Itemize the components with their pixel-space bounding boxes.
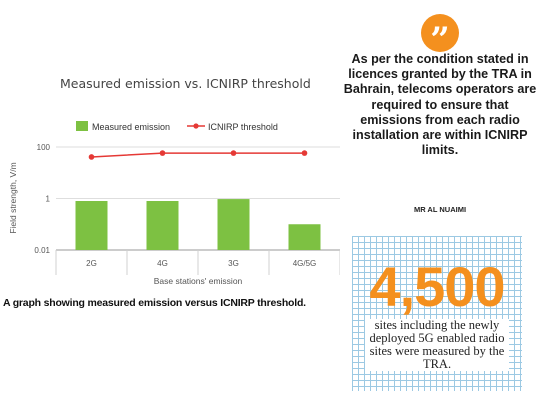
x-tick-label: 2G [86, 259, 97, 268]
bar-measured-emission [146, 200, 179, 250]
bar-measured-emission [217, 199, 250, 250]
line-icnirp-threshold [91, 152, 305, 158]
x-tick-label: 4G/5G [293, 259, 317, 268]
stat-box: 4,500 sites including the newly deployed… [352, 236, 522, 391]
point-icnirp-threshold [88, 154, 95, 160]
legend-label-measured-emission: Measured emission [92, 122, 170, 132]
stat-number: 4,500 [369, 255, 505, 318]
stat-description: sites including the newly deployed 5G en… [365, 319, 509, 371]
x-axis-label: Base stations' emission [154, 276, 243, 286]
bar-measured-emission [288, 224, 321, 250]
x-tick-label: 4G [157, 259, 168, 268]
chart-svg: Measured emission ICNIRP threshold 0.01 1 10… [8, 121, 340, 286]
point-icnirp-threshold [230, 150, 237, 156]
chart-title: Measured emission vs. ICNIRP threshold [60, 76, 311, 91]
pull-quote-text: As per the condition stated in licences … [343, 52, 537, 158]
legend-swatch-measured-emission [76, 121, 88, 131]
y-tick-label: 1 [46, 195, 51, 204]
pull-quote-author: MR AL NUAIMI [413, 205, 467, 214]
quote-icon: ” [421, 14, 459, 60]
y-axis-label: Field strength, V/m [8, 162, 18, 233]
y-tick-label: 0.01 [34, 246, 50, 255]
point-icnirp-threshold [301, 150, 308, 156]
y-tick-label: 100 [37, 143, 51, 152]
legend-marker-icnirp-threshold [193, 123, 199, 129]
point-icnirp-threshold [159, 150, 166, 156]
chart-caption: A graph showing measured emission versus… [3, 297, 306, 309]
bar-measured-emission [75, 200, 108, 250]
chart: Measured emission vs. ICNIRP threshold M… [0, 0, 340, 300]
legend-label-icnirp-threshold: ICNIRP threshold [208, 122, 278, 132]
x-tick-label: 3G [228, 259, 239, 268]
